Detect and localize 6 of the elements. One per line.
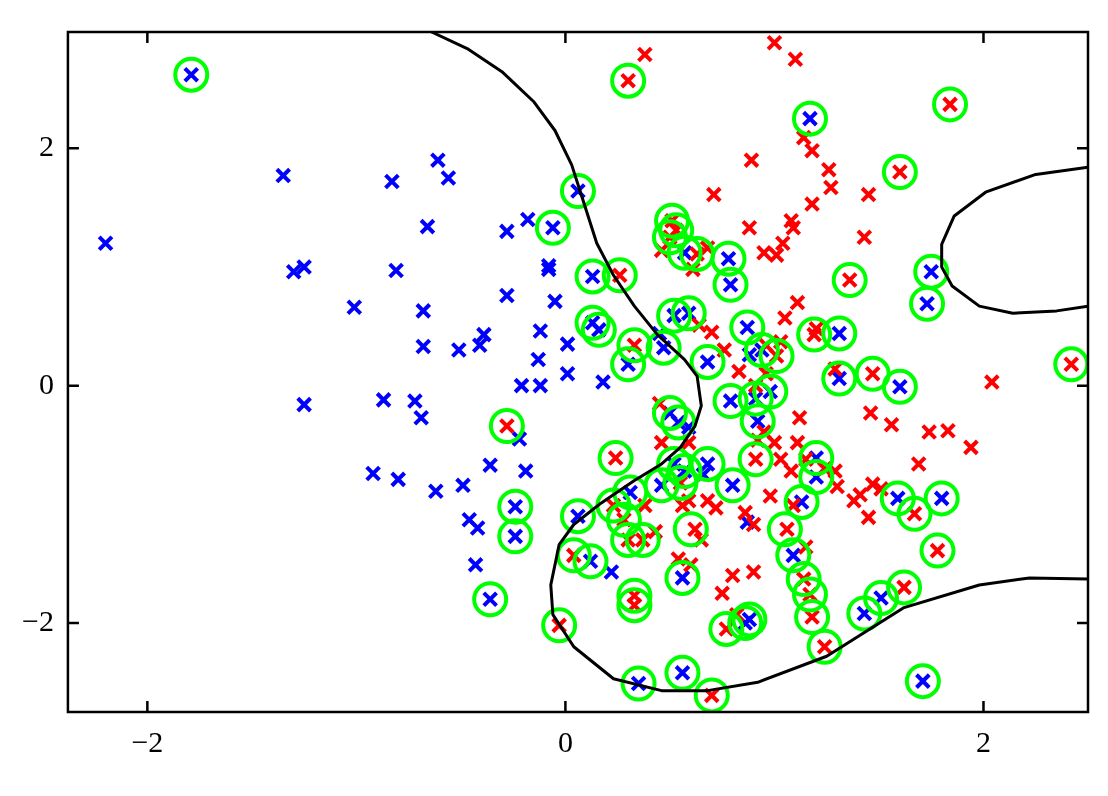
y-tick-label: 2 (38, 129, 54, 163)
y-tick-label: 0 (38, 366, 54, 400)
y-tick-label: −2 (22, 603, 54, 637)
x-tick-label: 2 (975, 724, 991, 758)
x-tick-label: −2 (131, 724, 164, 758)
x-tick-label: 0 (557, 724, 573, 758)
